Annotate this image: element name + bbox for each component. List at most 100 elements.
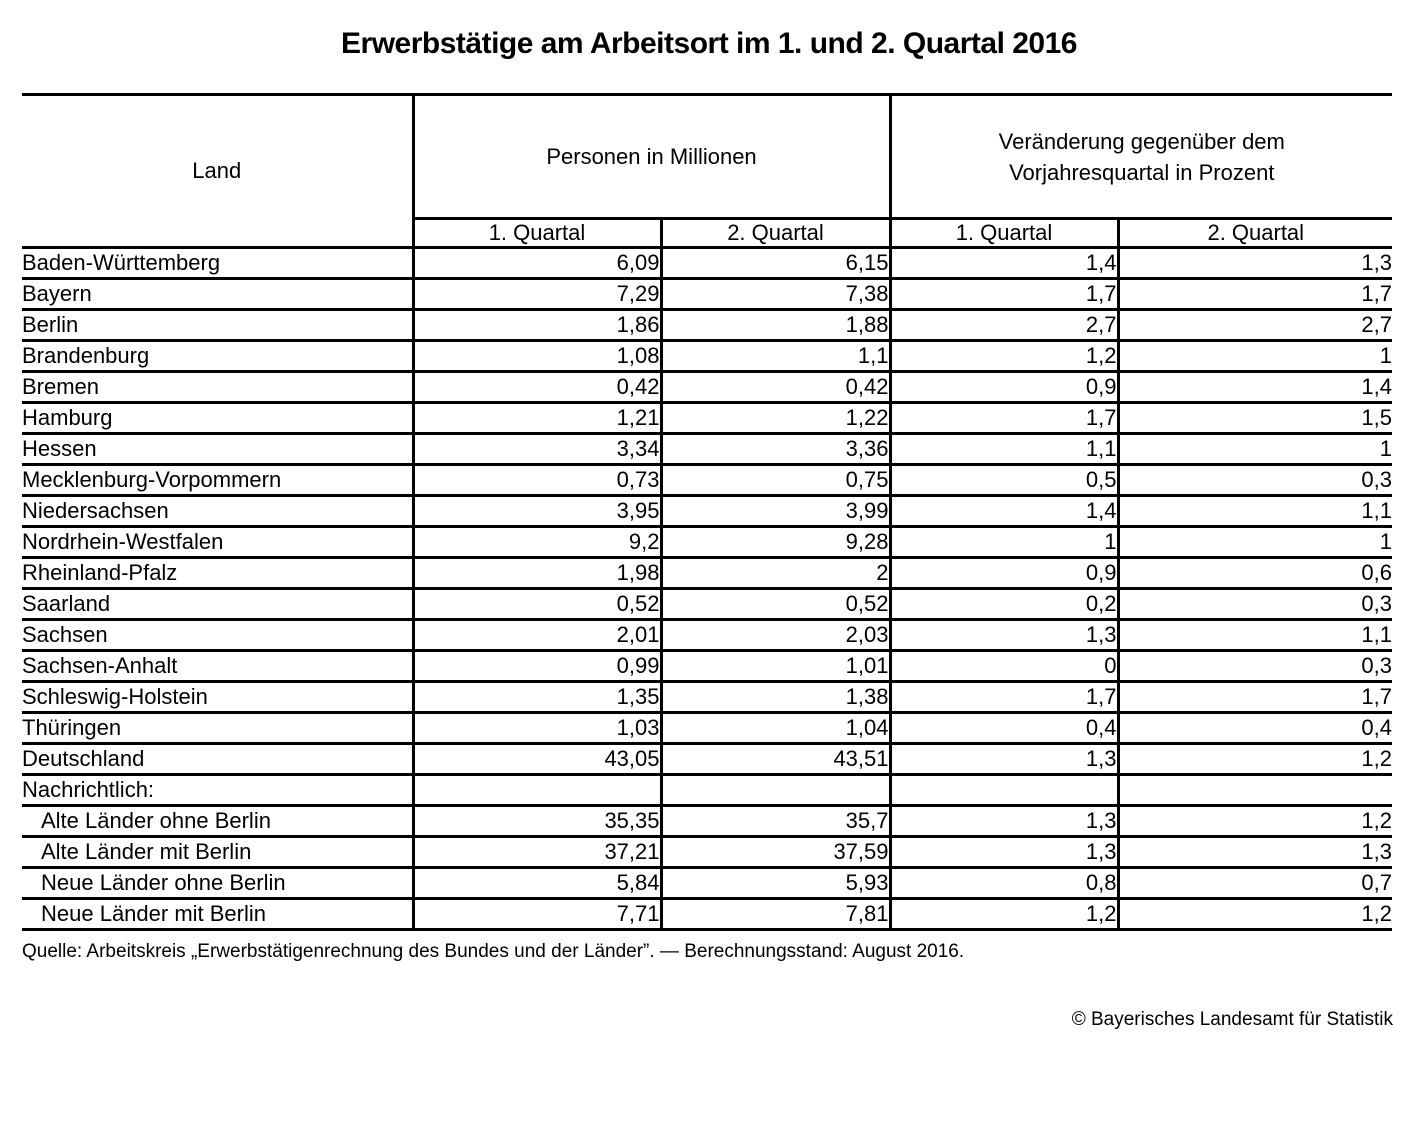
land-cell: Nordrhein-Westfalen bbox=[22, 525, 415, 559]
value-cell: 0,52 bbox=[411, 587, 663, 621]
table-row: Niedersachsen 3,95 3,99 1,4 1,1 bbox=[22, 494, 1393, 528]
value-cell: 1,2 bbox=[888, 897, 1120, 931]
value-cell: 1,2 bbox=[1116, 804, 1393, 838]
value-cell: 1,4 bbox=[1116, 370, 1393, 404]
value-cell: 1,1 bbox=[1116, 494, 1393, 528]
value-cell: 7,71 bbox=[411, 897, 663, 931]
value-cell: 0,2 bbox=[888, 587, 1120, 621]
value-cell: 1,04 bbox=[659, 711, 892, 745]
value-cell: 1,38 bbox=[659, 680, 892, 714]
table-row: Mecklenburg-Vorpommern 0,73 0,75 0,5 0,3 bbox=[22, 463, 1393, 497]
value-cell: 0,6 bbox=[1116, 556, 1393, 590]
col-group-change-line2: Vorjahresquartal in Prozent bbox=[1009, 159, 1275, 185]
land-cell: Niedersachsen bbox=[22, 494, 415, 528]
value-cell: 2 bbox=[659, 556, 892, 590]
table-row: Rheinland-Pfalz 1,98 2 0,9 0,6 bbox=[22, 556, 1393, 590]
table-row: Bremen 0,42 0,42 0,9 1,4 bbox=[22, 370, 1393, 404]
land-cell: Nachrichtlich: bbox=[22, 773, 415, 807]
value-cell: 0,52 bbox=[659, 587, 892, 621]
value-cell: 1,7 bbox=[888, 401, 1120, 435]
table-row: Bayern 7,29 7,38 1,7 1,7 bbox=[22, 277, 1393, 311]
value-cell: 6,09 bbox=[411, 246, 663, 280]
value-cell: 7,29 bbox=[411, 277, 663, 311]
value-cell: 7,81 bbox=[659, 897, 892, 931]
land-cell: Sachsen bbox=[22, 618, 415, 652]
col-header-change-q2: 2. Quartal bbox=[1116, 217, 1393, 249]
value-cell: 37,59 bbox=[659, 835, 892, 869]
value-cell: 1,3 bbox=[888, 835, 1120, 869]
table-row: Neue Länder mit Berlin 7,71 7,81 1,2 1,2 bbox=[22, 897, 1393, 931]
value-cell: 1,08 bbox=[411, 339, 663, 373]
value-cell: 1,21 bbox=[411, 401, 663, 435]
value-cell: 1,7 bbox=[888, 277, 1120, 311]
land-cell: Schleswig-Holstein bbox=[22, 680, 415, 714]
value-cell: 5,84 bbox=[411, 866, 663, 900]
value-cell bbox=[1116, 773, 1393, 807]
sub-header-row: 1. Quartal 2. Quartal 1. Quartal 2. Quar… bbox=[22, 217, 1393, 249]
value-cell: 0,3 bbox=[1116, 649, 1393, 683]
land-cell: Mecklenburg-Vorpommern bbox=[22, 463, 415, 497]
value-cell: 1 bbox=[888, 525, 1120, 559]
value-cell: 7,38 bbox=[659, 277, 892, 311]
table-row: Alte Länder mit Berlin 37,21 37,59 1,3 1,3 bbox=[22, 835, 1393, 869]
table-row: Thüringen 1,03 1,04 0,4 0,4 bbox=[22, 711, 1393, 745]
table-row: Nachrichtlich: bbox=[22, 773, 1393, 807]
land-cell: Berlin bbox=[22, 308, 415, 342]
table-row: Deutschland 43,05 43,51 1,3 1,2 bbox=[22, 742, 1393, 776]
col-header-persons-q1: 1. Quartal bbox=[413, 217, 663, 249]
land-cell: Bayern bbox=[22, 277, 415, 311]
value-cell: 1,1 bbox=[888, 432, 1120, 466]
table-row: Neue Länder ohne Berlin 5,84 5,93 0,8 0,7 bbox=[22, 866, 1393, 900]
value-cell: 1,01 bbox=[659, 649, 892, 683]
value-cell: 1,2 bbox=[1116, 897, 1393, 931]
value-cell: 3,99 bbox=[659, 494, 892, 528]
value-cell: 9,28 bbox=[659, 525, 892, 559]
land-cell: Hamburg bbox=[22, 401, 415, 435]
value-cell: 35,7 bbox=[659, 804, 892, 838]
value-cell: 0,99 bbox=[411, 649, 663, 683]
table-row: Alte Länder ohne Berlin 35,35 35,7 1,3 1,2 bbox=[22, 804, 1393, 838]
table-row: Hamburg 1,21 1,22 1,7 1,5 bbox=[22, 401, 1393, 435]
value-cell: 0,7 bbox=[1116, 866, 1393, 900]
value-cell: 1,2 bbox=[888, 339, 1120, 373]
value-cell: 3,34 bbox=[411, 432, 663, 466]
col-group-change-line1: Veränderung gegenüber dem bbox=[998, 128, 1285, 154]
table-row: Baden-Württemberg 6,09 6,15 1,4 1,3 bbox=[22, 246, 1393, 280]
table-row: Hessen 3,34 3,36 1,1 1 bbox=[22, 432, 1393, 466]
value-cell: 3,95 bbox=[411, 494, 663, 528]
value-cell: 1,7 bbox=[888, 680, 1120, 714]
value-cell: 1,1 bbox=[659, 339, 892, 373]
value-cell: 2,01 bbox=[411, 618, 663, 652]
col-header-persons-q2: 2. Quartal bbox=[659, 217, 892, 249]
value-cell: 43,05 bbox=[411, 742, 663, 776]
land-cell: Bremen bbox=[22, 370, 415, 404]
col-group-persons-millions: Personen in Millionen bbox=[411, 93, 892, 220]
table-row: Brandenburg 1,08 1,1 1,2 1 bbox=[22, 339, 1393, 373]
value-cell: 0,4 bbox=[888, 711, 1120, 745]
value-cell: 1 bbox=[1116, 432, 1393, 466]
value-cell: 1,86 bbox=[411, 308, 663, 342]
value-cell: 0,42 bbox=[411, 370, 663, 404]
value-cell: 0,8 bbox=[888, 866, 1120, 900]
table-row: Nordrhein-Westfalen 9,2 9,28 1 1 bbox=[22, 525, 1393, 559]
land-cell: Sachsen-Anhalt bbox=[22, 649, 415, 683]
land-cell: Thüringen bbox=[22, 711, 415, 745]
value-cell: 1,4 bbox=[888, 494, 1120, 528]
value-cell: 0,42 bbox=[659, 370, 892, 404]
page: Erwerbstätige am Arbeitsort im 1. und 2.… bbox=[0, 27, 1418, 1129]
table-row: Sachsen-Anhalt 0,99 1,01 0 0,3 bbox=[22, 649, 1393, 683]
land-cell: Alte Länder mit Berlin bbox=[22, 835, 415, 869]
land-cell: Brandenburg bbox=[22, 339, 415, 373]
col-header-land: Land bbox=[22, 93, 415, 249]
value-cell: 1,3 bbox=[888, 804, 1120, 838]
value-cell: 0,9 bbox=[888, 370, 1120, 404]
value-cell: 1,2 bbox=[1116, 742, 1393, 776]
col-group-change-percent: Veränderung gegenüber dem Vorjahresquart… bbox=[888, 93, 1393, 220]
land-cell: Rheinland-Pfalz bbox=[22, 556, 415, 590]
land-cell: Neue Länder mit Berlin bbox=[22, 897, 415, 931]
value-cell: 1,3 bbox=[888, 742, 1120, 776]
page-title: Erwerbstätige am Arbeitsort im 1. und 2.… bbox=[341, 27, 1077, 60]
value-cell: 1,03 bbox=[411, 711, 663, 745]
employment-table: Land Personen in Millionen Veränderung g… bbox=[22, 93, 1393, 931]
value-cell: 0,75 bbox=[659, 463, 892, 497]
